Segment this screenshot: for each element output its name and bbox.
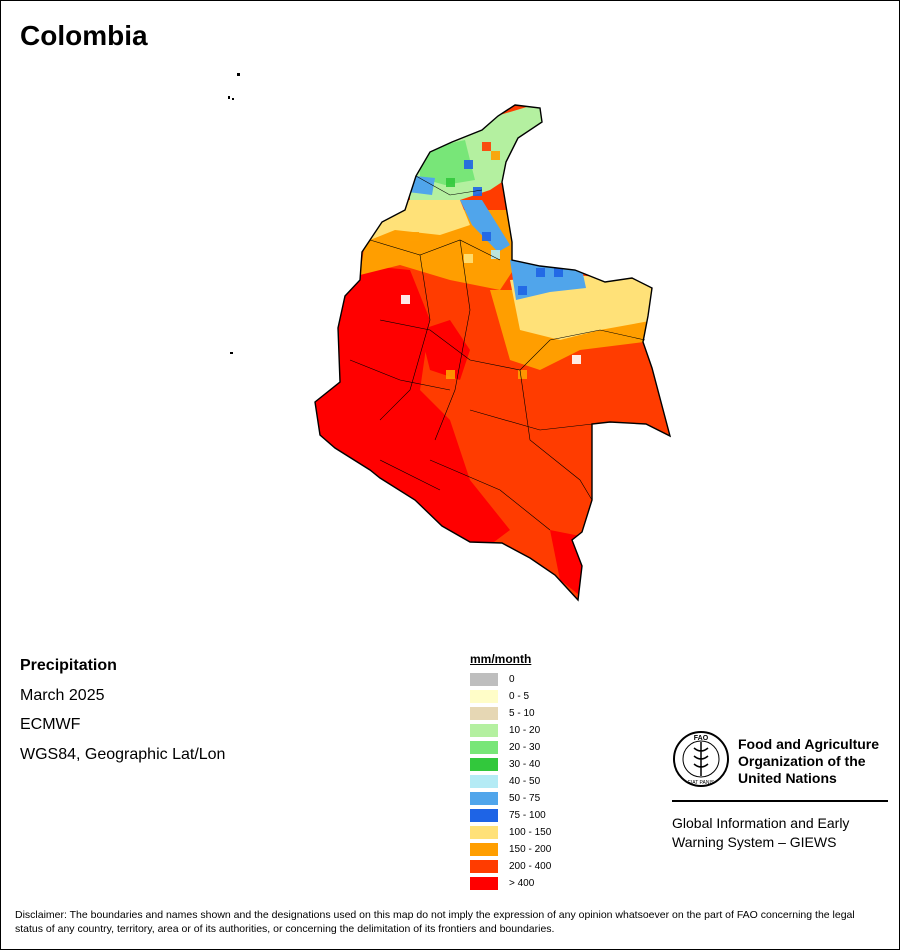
legend-label: 100 - 150 xyxy=(509,827,552,838)
legend-rows: 0 0 - 5 5 - 10 10 - 20 20 - 30 30 - 40 40 - 50… xyxy=(470,671,551,892)
legend-item: 200 - 400 xyxy=(470,858,551,875)
legend-item: 0 xyxy=(470,671,551,688)
islands xyxy=(228,73,240,354)
legend-label: 0 xyxy=(509,674,515,685)
zone-50-75-east xyxy=(510,260,586,300)
legend-swatch xyxy=(470,775,498,788)
legend-label: 30 - 40 xyxy=(509,759,541,770)
legend-title: mm/month xyxy=(470,652,532,666)
legend-label: 5 - 10 xyxy=(509,708,535,719)
legend-label: > 400 xyxy=(509,878,535,889)
legend-swatch xyxy=(470,860,498,873)
legend-label: 200 - 400 xyxy=(509,861,552,872)
period-label: March 2025 xyxy=(20,686,105,704)
legend-item: 50 - 75 xyxy=(470,790,551,807)
giews-line1: Global Information and Early xyxy=(672,815,850,831)
disclaimer: Disclaimer: The boundaries and names sho… xyxy=(15,909,855,935)
legend-label: 50 - 75 xyxy=(509,793,541,804)
legend-swatch xyxy=(470,792,498,805)
legend-swatch xyxy=(470,877,498,890)
zone-over-400-center xyxy=(420,320,470,380)
fao-name-line1: Food and Agriculture xyxy=(738,736,880,752)
legend-label: 150 - 200 xyxy=(509,844,552,855)
country-outline xyxy=(314,104,672,602)
legend-item: 100 - 150 xyxy=(470,824,551,841)
legend-item: 0 - 5 xyxy=(470,688,551,705)
giews-text: Global Information and Early Warning Sys… xyxy=(672,814,849,852)
legend-item: 30 - 40 xyxy=(470,756,551,773)
legend-label: 40 - 50 xyxy=(509,776,541,787)
legend-item: 10 - 20 xyxy=(470,722,551,739)
fao-motto-text: FIAT PANIS xyxy=(688,780,715,786)
projection-label: WGS84, Geographic Lat/Lon xyxy=(20,745,226,763)
map-title: Colombia xyxy=(20,20,148,51)
legend-label: 75 - 100 xyxy=(509,810,546,821)
fao-emblem-text: FAO xyxy=(694,735,709,742)
zone-50-75-river xyxy=(460,200,510,252)
legend-swatch xyxy=(470,758,498,771)
legend-item: 20 - 30 xyxy=(470,739,551,756)
legend-swatch xyxy=(470,826,498,839)
fao-name: Food and Agriculture Organization of the… xyxy=(738,736,879,787)
legend-item: 5 - 10 xyxy=(470,705,551,722)
legend-swatch xyxy=(470,724,498,737)
legend-swatch xyxy=(470,707,498,720)
legend-item: 40 - 50 xyxy=(470,773,551,790)
source-label: ECMWF xyxy=(20,716,81,733)
legend-label: 20 - 30 xyxy=(509,742,541,753)
legend-swatch xyxy=(470,690,498,703)
zone-20-30-north xyxy=(420,140,475,185)
legend-item: 75 - 100 xyxy=(470,807,551,824)
legend: mm/month 0 0 - 5 5 - 10 10 - 20 20 - 30 30 - … xyxy=(470,652,551,892)
fao-divider xyxy=(672,800,888,802)
fao-name-line3: United Nations xyxy=(738,770,837,786)
legend-swatch xyxy=(470,809,498,822)
legend-label: 0 - 5 xyxy=(509,691,530,702)
legend-item: 150 - 200 xyxy=(470,841,551,858)
fao-logo-icon: FAO FIAT PANIS xyxy=(673,731,729,787)
legend-swatch xyxy=(470,843,498,856)
precipitation-map xyxy=(228,73,672,602)
giews-line2: Warning System – GIEWS xyxy=(672,834,837,850)
legend-swatch xyxy=(470,741,498,754)
map-info: Precipitation March 2025 ECMWF WGS84, Ge… xyxy=(20,656,225,774)
fao-name-line2: Organization of the xyxy=(738,753,866,769)
variable-label: Precipitation xyxy=(20,657,117,674)
legend-swatch xyxy=(470,673,498,686)
legend-label: 10 - 20 xyxy=(509,725,541,736)
department-boundaries xyxy=(349,175,646,531)
grid-cells xyxy=(401,142,581,379)
legend-item: > 400 xyxy=(470,875,551,892)
